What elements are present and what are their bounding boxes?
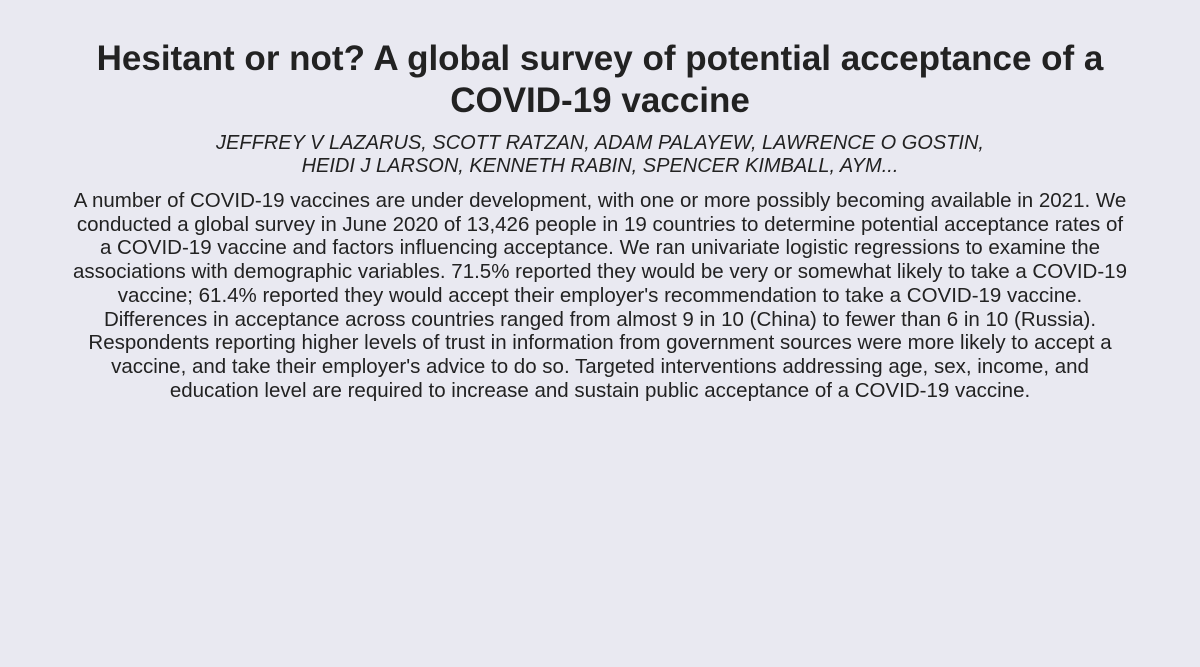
paper-card: Hesitant or not? A global survey of pote… [70,38,1130,402]
paper-abstract: A number of COVID-19 vaccines are under … [73,189,1127,402]
paper-authors: JEFFREY V LAZARUS, SCOTT RATZAN, ADAM PA… [216,132,984,177]
paper-title: Hesitant or not? A global survey of pote… [96,39,1104,120]
